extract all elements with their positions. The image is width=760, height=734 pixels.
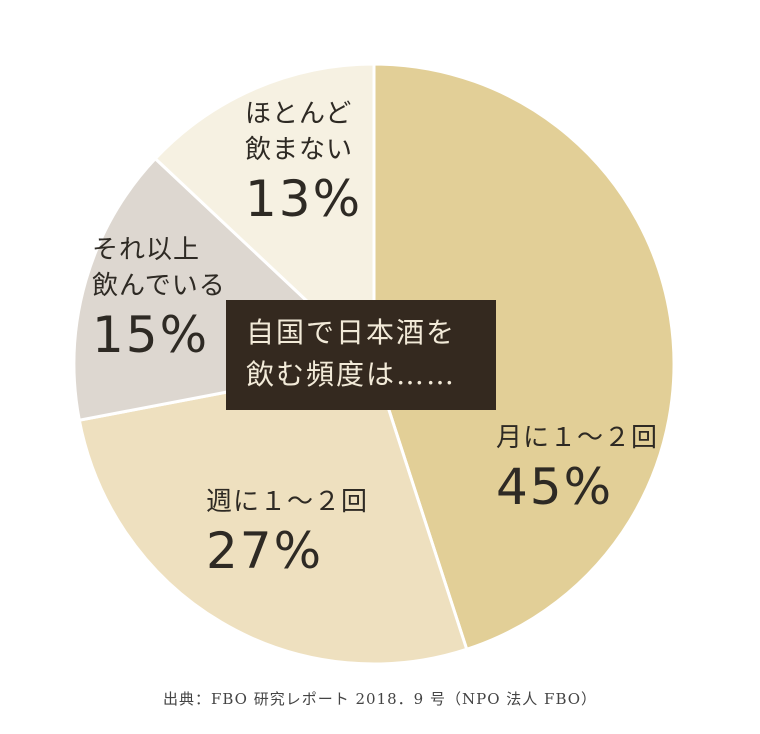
slice-category: 飲まない	[245, 135, 354, 165]
slice-percent: 15%	[92, 306, 210, 364]
chart-title-box: 自国で日本酒を 飲む頻度は……	[226, 300, 496, 410]
pie-slice-rarely	[153, 62, 376, 368]
slice-category: 飲んでいる	[92, 271, 226, 301]
slice-label-more: それ以上 飲んでいる 15%	[92, 232, 226, 366]
slice-percent: 27%	[206, 522, 324, 580]
pie-slice-weekly	[77, 362, 469, 666]
slice-category: 週に１～２回	[206, 487, 369, 517]
slice-label-weekly: 週に１～２回 27%	[206, 484, 368, 582]
slice-label-monthly: 月に１～２回 45%	[496, 420, 658, 518]
slice-percent: 45%	[496, 458, 614, 516]
chart-title-line: 飲む頻度は……	[246, 358, 457, 391]
slice-category: それ以上	[92, 235, 201, 265]
source-note: 出典：FBO 研究レポート 2018．9 号（NPO 法人 FBO）	[162, 690, 598, 708]
slice-category: 月に１～２回	[496, 423, 659, 453]
slice-category: ほとんど	[245, 99, 353, 129]
pie-slice-monthly	[372, 62, 676, 652]
slice-label-rarely: ほとんど 飲まない 13%	[245, 96, 362, 230]
slice-percent: 13%	[245, 170, 363, 228]
chart-title-line: 自国で日本酒を	[246, 316, 457, 349]
